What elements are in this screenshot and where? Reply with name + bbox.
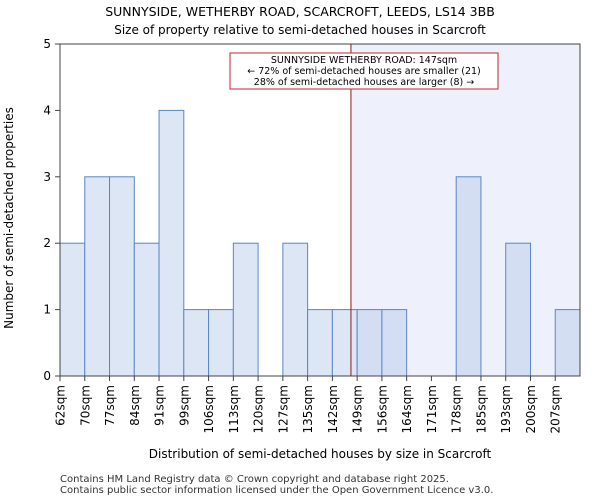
- y-tick-label: 2: [43, 236, 51, 250]
- x-tick-label: 207sqm: [549, 385, 563, 433]
- bar: [505, 242, 531, 377]
- footer-attribution-1: Contains HM Land Registry data © Crown c…: [60, 474, 449, 485]
- annotation-line: ← 72% of semi-detached houses are smalle…: [247, 66, 481, 77]
- x-tick-label: 120sqm: [252, 385, 266, 433]
- bar: [183, 309, 210, 377]
- x-tick-label: 193sqm: [499, 385, 513, 433]
- y-tick-label: 0: [43, 369, 51, 383]
- bar: [59, 242, 86, 377]
- x-tick-label: 142sqm: [326, 385, 340, 433]
- x-tick-label: 156sqm: [375, 385, 389, 433]
- chart-title: SUNNYSIDE, WETHERBY ROAD, SCARCROFT, LEE…: [105, 4, 495, 19]
- bar: [307, 309, 333, 377]
- bar: [282, 242, 309, 377]
- bar: [133, 242, 160, 377]
- x-tick-label: 164sqm: [400, 385, 414, 433]
- y-tick-label: 1: [43, 303, 51, 317]
- annotation-line: SUNNYSIDE WETHERBY ROAD: 147sqm: [271, 55, 457, 66]
- x-tick-label: 178sqm: [450, 385, 464, 433]
- footer-attribution-2: Contains public sector information licen…: [60, 485, 494, 496]
- bar: [84, 176, 111, 377]
- bar: [331, 309, 358, 377]
- x-tick-label: 62sqm: [54, 385, 68, 426]
- plot-frame: [59, 43, 581, 377]
- x-axis-label: Distribution of semi-detached houses by …: [149, 447, 492, 461]
- x-tick-label: 99sqm: [177, 385, 191, 426]
- chart-subtitle: Size of property relative to semi-detach…: [114, 23, 486, 37]
- y-tick-label: 3: [43, 170, 51, 184]
- x-tick-label: 135sqm: [301, 385, 315, 433]
- bar: [356, 309, 383, 377]
- x-tick-label: 171sqm: [425, 385, 439, 433]
- x-tick-label: 149sqm: [351, 385, 365, 433]
- bar: [232, 242, 259, 377]
- x-tick-label: 70sqm: [78, 385, 92, 426]
- x-tick-label: 84sqm: [128, 385, 142, 426]
- bar: [158, 109, 185, 377]
- x-tick-label: 106sqm: [202, 385, 216, 433]
- x-tick-label: 127sqm: [276, 385, 290, 433]
- bar: [554, 309, 581, 377]
- x-tick-label: 91sqm: [153, 385, 167, 426]
- bar: [109, 176, 135, 377]
- bar: [455, 176, 482, 377]
- y-tick-label: 4: [43, 103, 51, 117]
- annotation-line: 28% of semi-detached houses are larger (…: [254, 77, 474, 88]
- y-axis-label: Number of semi-detached properties: [2, 107, 16, 329]
- x-tick-label: 185sqm: [474, 385, 488, 433]
- annotation-box: [229, 52, 499, 90]
- x-tick-label: 200sqm: [524, 385, 538, 433]
- plot-area: 0 1 2 3 4 5 62sqm 70sqm 77sqm 84sqm 91sqm 99sqm 106s…: [43, 37, 581, 433]
- x-tick-label: 77sqm: [103, 385, 117, 426]
- y-tick-label: 5: [43, 37, 51, 51]
- x-tick-label: 113sqm: [227, 385, 241, 433]
- bar: [381, 309, 408, 377]
- bar: [208, 309, 234, 377]
